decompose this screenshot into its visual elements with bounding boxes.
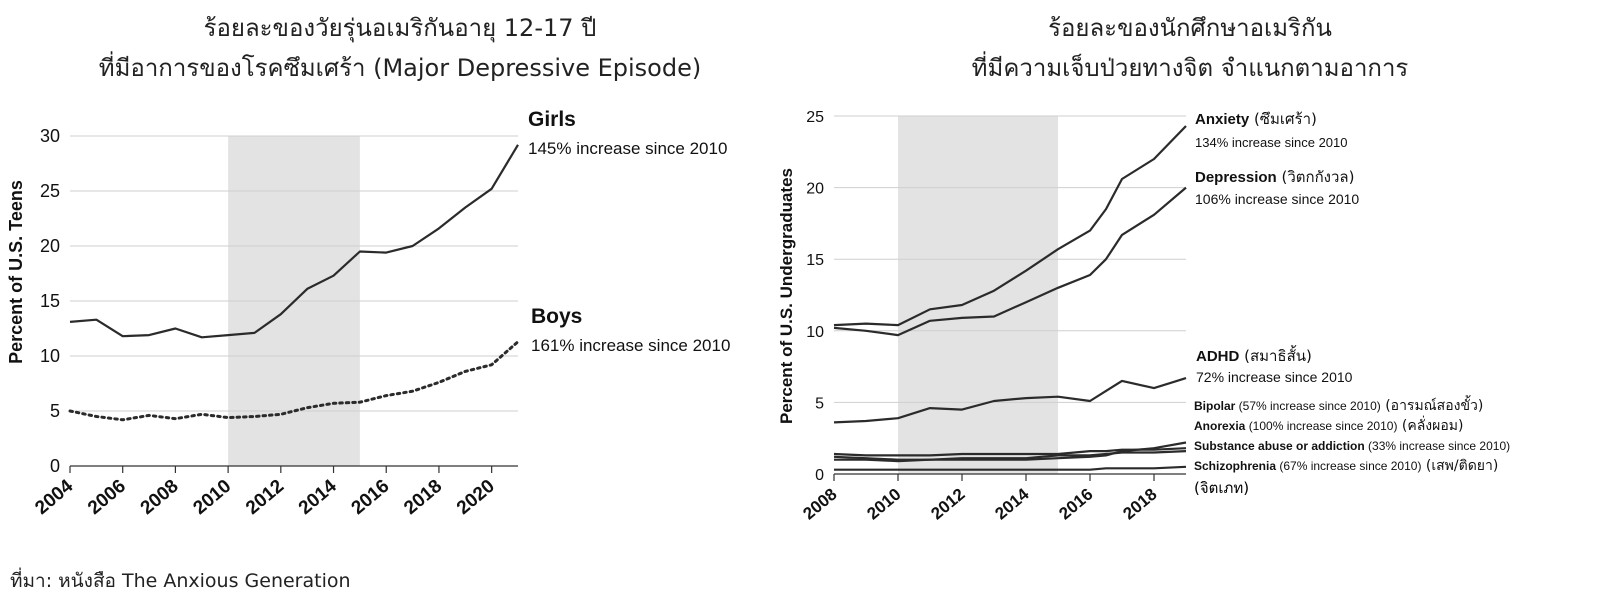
undergrads-series-line-substance-abuse-or-addiction <box>833 447 1187 457</box>
left-chart-title: ร้อยละของวัยรุ่นอเมริกันอายุ 12-17 ปี ที… <box>20 8 780 88</box>
undergrads-y-tick-label: 25 <box>806 109 824 126</box>
teens-x-tick-label: 2010 <box>189 476 235 519</box>
teens-y-tick-label: 20 <box>40 236 60 256</box>
teens-x-tick-label: 2006 <box>84 476 130 519</box>
schizophrenia-series-label: Schizophrenia (67% increase since 2010) … <box>1194 458 1498 474</box>
undergrads-y-tick-label: 15 <box>806 252 824 269</box>
teens-x-tick-label: 2008 <box>137 476 183 519</box>
undergrads-y-tick-label: 0 <box>815 467 824 484</box>
undergrads-series-line-schizophrenia <box>834 465 1187 471</box>
undergrads-series-line-depression <box>833 186 1187 337</box>
girls-series-label: Girls <box>528 108 576 131</box>
teens-x-tick-label: 2004 <box>31 475 77 519</box>
teens-x-tick-label: 2016 <box>348 476 394 519</box>
undergrads-shaded-region <box>898 116 1058 474</box>
adhd-series-label: ADHD (สมาธิสั้น) <box>1196 345 1312 365</box>
undergrads-y-tick-label: 20 <box>806 181 824 198</box>
teens-y-axis-label: Percent of U.S. Teens <box>6 180 26 364</box>
undergrads-x-tick-label: 2014 <box>991 484 1033 523</box>
undergrads-x-tick-label: 2018 <box>1119 485 1160 524</box>
undergrads-x-tick-label: 2008 <box>799 485 840 524</box>
teens-x-tick-label: 2014 <box>295 475 341 519</box>
undergrads-series-line-bipolar <box>833 450 1187 461</box>
teens-x-tick-label: 2018 <box>400 476 446 519</box>
teens-y-tick-label: 30 <box>40 126 60 146</box>
teens-y-tick-label: 5 <box>50 401 60 421</box>
undergrads-y-tick-label: 10 <box>806 324 824 341</box>
anorexia-series-label: Anorexia (100% increase since 2010) (คลั… <box>1194 416 1463 434</box>
teens-series-line-boys <box>68 340 520 422</box>
depression-series-annotation: 106% increase since 2010 <box>1195 191 1359 207</box>
teens-y-tick-label: 0 <box>50 456 60 476</box>
left-title-line-2: ที่มีอาการของโรคซึมเศร้า (Major Depressi… <box>98 54 702 82</box>
schizophrenia-thai-label: (จิตเภท) <box>1194 479 1249 497</box>
teens-y-tick-label: 25 <box>40 181 60 201</box>
teens-x-tick-label: 2020 <box>453 476 499 519</box>
undergrads-series-line-adhd <box>833 377 1187 424</box>
depression-series-label: Depression (วิตกกังวล) <box>1195 168 1354 186</box>
boys-series-label: Boys <box>531 305 582 328</box>
bipolar-series-label: Bipolar (57% increase since 2010) (อารมณ… <box>1194 395 1483 414</box>
adhd-series-annotation: 72% increase since 2010 <box>1196 369 1353 385</box>
boys-series-annotation: 161% increase since 2010 <box>531 336 730 355</box>
right-chart-title: ร้อยละของนักศึกษาอเมริกัน ที่มีความเจ็บป… <box>810 8 1570 88</box>
substance-abuse-series-label: Substance abuse or addiction (33% increa… <box>1194 439 1510 453</box>
source-note: ที่มา: หนังสือ The Anxious Generation <box>10 570 351 592</box>
teens-series-line-girls <box>69 144 519 339</box>
undergrads-x-tick-label: 2010 <box>863 485 904 524</box>
teens-y-tick-label: 15 <box>40 291 60 311</box>
undergrads-y-axis-label: Percent of U.S. Undergraduates <box>777 168 796 424</box>
right-title-line-1: ร้อยละของนักศึกษาอเมริกัน <box>1048 14 1332 42</box>
undergrads-y-tick-label: 5 <box>815 395 824 412</box>
anxiety-series-annotation: 134% increase since 2010 <box>1195 135 1348 150</box>
right-title-line-2: ที่มีความเจ็บป่วยทางจิต จำแนกตามอาการ <box>971 54 1409 82</box>
undergrads-series-line-anorexia <box>834 441 1187 463</box>
teens-y-tick-label: 10 <box>40 346 60 366</box>
teens-x-tick-label: 2012 <box>242 476 288 519</box>
left-title-line-1: ร้อยละของวัยรุ่นอเมริกันอายุ 12-17 ปี <box>203 14 597 42</box>
undergrads-series-line-anxiety <box>833 125 1187 327</box>
undergrads-x-tick-label: 2016 <box>1055 485 1096 524</box>
anxiety-series-label: Anxiety (ซึมเศร้า) <box>1195 110 1317 128</box>
girls-series-annotation: 145% increase since 2010 <box>528 139 727 158</box>
undergrads-x-tick-label: 2012 <box>927 485 968 524</box>
